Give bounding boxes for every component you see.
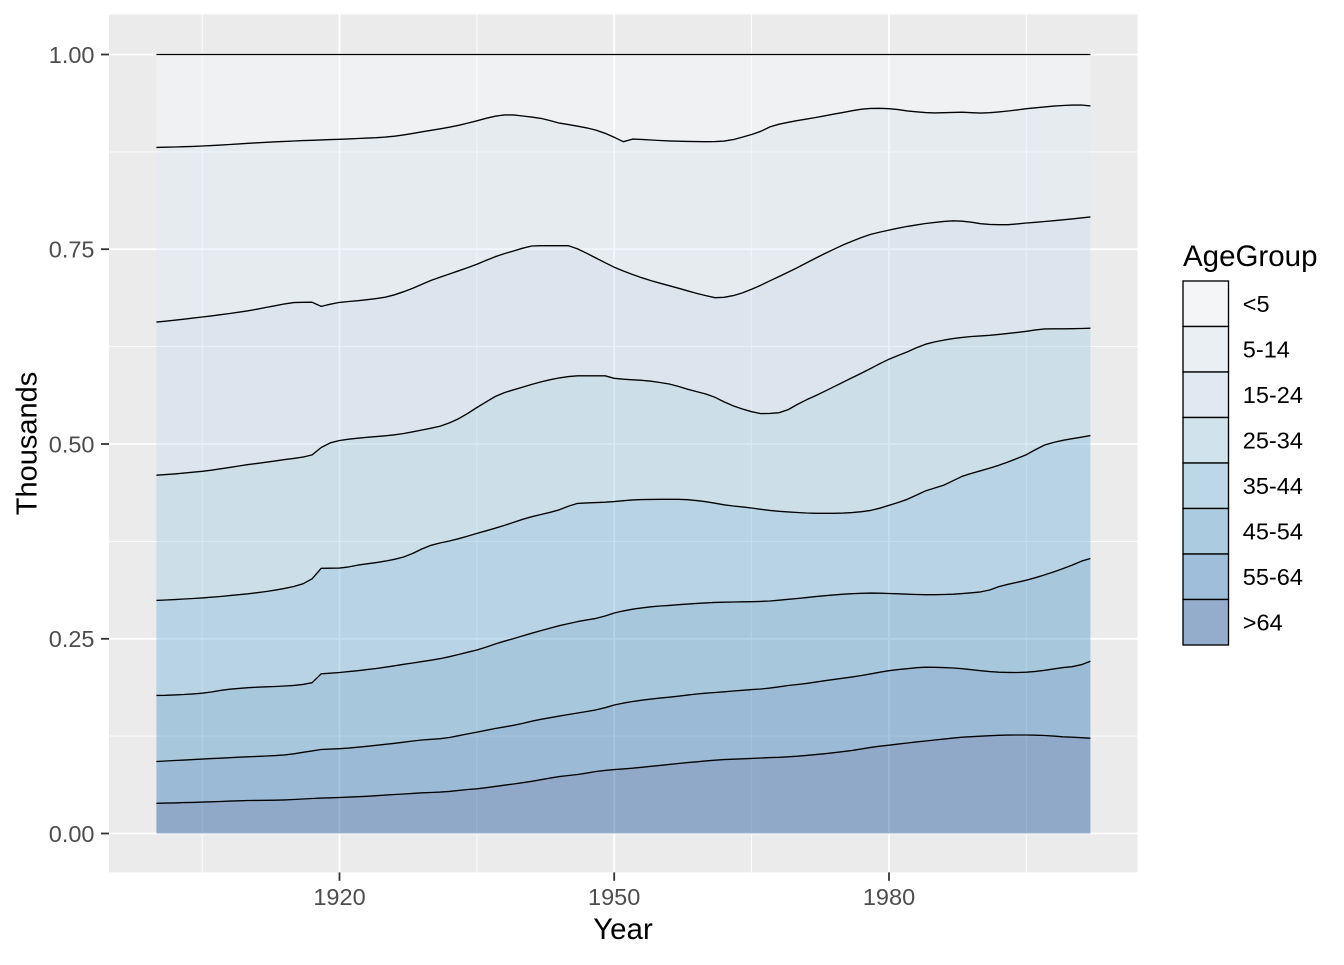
svg-text:<5: <5 [1243, 291, 1270, 317]
svg-text:Year: Year [593, 913, 653, 946]
svg-text:1950: 1950 [588, 884, 640, 910]
svg-text:0.00: 0.00 [49, 821, 95, 847]
svg-text:1920: 1920 [313, 884, 365, 910]
svg-text:1980: 1980 [863, 884, 915, 910]
svg-text:45-54: 45-54 [1243, 519, 1303, 545]
svg-text:5-14: 5-14 [1243, 337, 1290, 363]
svg-text:1.00: 1.00 [49, 42, 95, 68]
svg-text:0.25: 0.25 [49, 626, 95, 652]
svg-text:0.50: 0.50 [49, 431, 95, 457]
svg-text:15-24: 15-24 [1243, 382, 1303, 408]
svg-text:35-44: 35-44 [1243, 473, 1303, 499]
svg-text:Thousands: Thousands [12, 372, 44, 516]
svg-text:55-64: 55-64 [1243, 564, 1303, 590]
svg-text:0.75: 0.75 [49, 237, 95, 263]
svg-text:>64: >64 [1243, 610, 1283, 636]
svg-text:AgeGroup: AgeGroup [1183, 240, 1317, 273]
svg-text:25-34: 25-34 [1243, 428, 1303, 454]
